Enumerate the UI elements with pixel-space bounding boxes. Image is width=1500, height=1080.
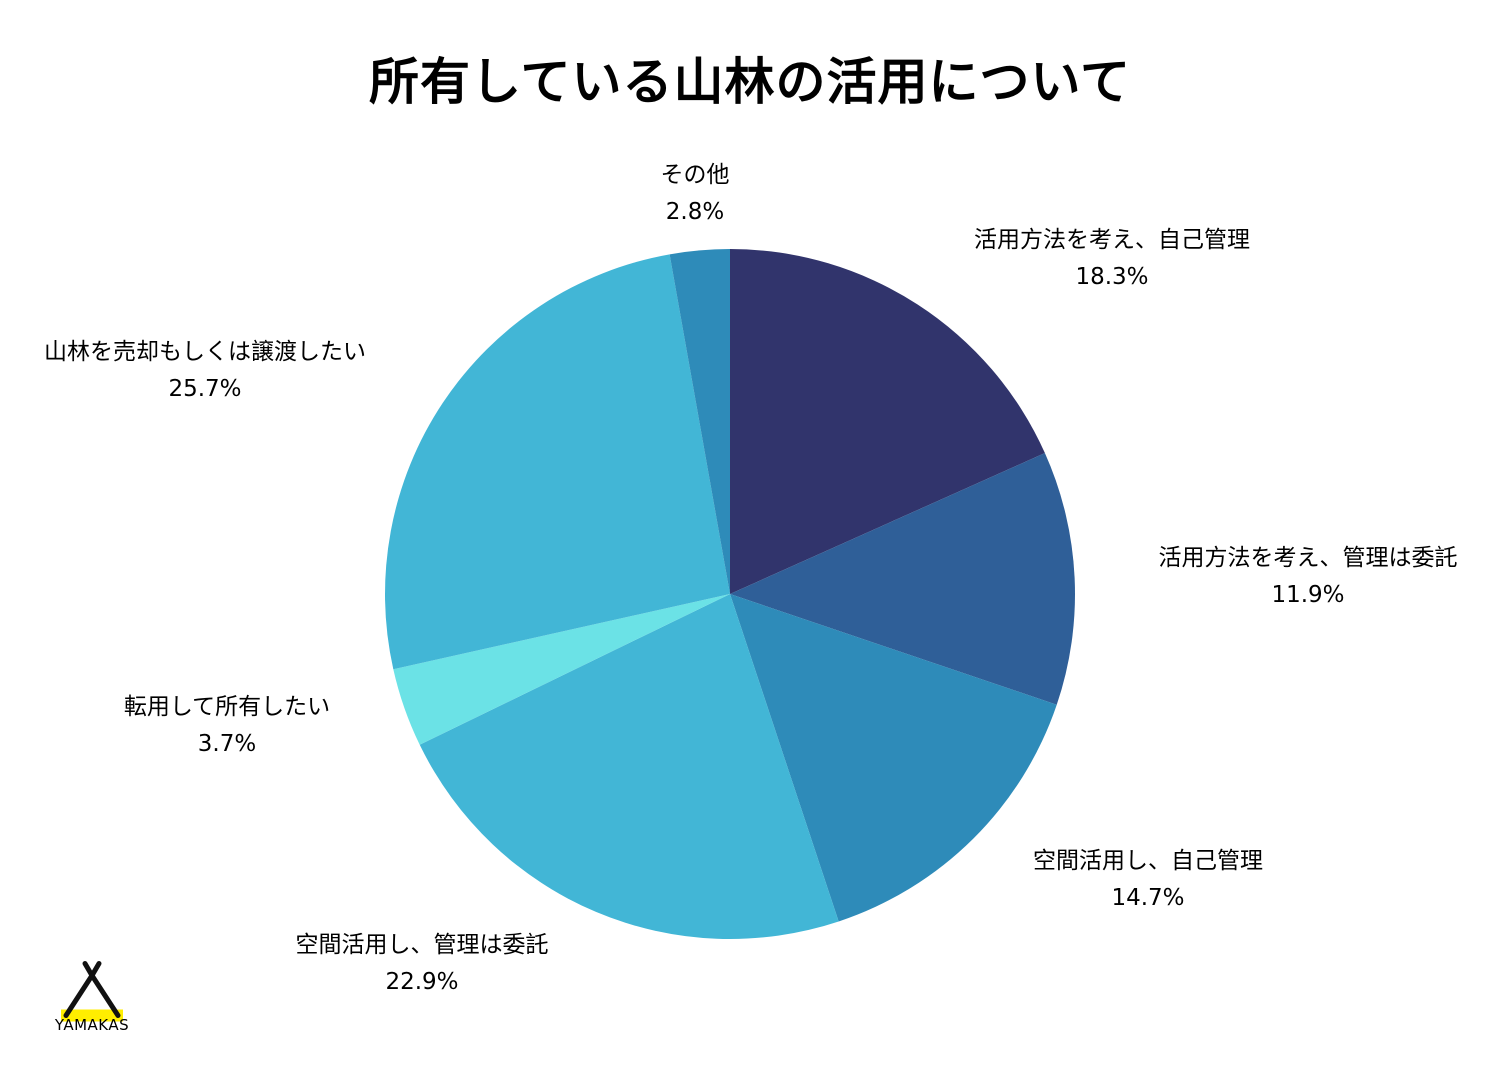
chart-title: 所有している山林の活用について	[369, 53, 1131, 111]
pie-slice-0	[730, 249, 1045, 594]
slice-name: 山林を売却もしくは譲渡したい	[44, 339, 366, 365]
pie-slice-2	[730, 594, 1057, 922]
slice-label-3: 空間活用し、管理は委託 22.9%	[296, 927, 549, 1001]
pie-slice-4	[393, 594, 730, 745]
slice-value: 18.3%	[1075, 264, 1149, 290]
slice-label-2: 空間活用し、自己管理 14.7%	[1033, 843, 1263, 917]
slice-label-6: その他 2.8%	[661, 157, 730, 231]
slice-name: その他	[660, 162, 730, 188]
slice-value: 2.8%	[665, 199, 725, 225]
pie-slice-1	[730, 453, 1076, 705]
slice-label-0: 活用方法を考え、自己管理 18.3%	[974, 222, 1250, 296]
slice-name: 空間活用し、自己管理	[1033, 848, 1263, 874]
slice-name: 活用方法を考え、管理は委託	[1158, 545, 1458, 571]
pie-slice-6	[669, 249, 730, 594]
pie-slice-5	[385, 254, 730, 670]
slice-value: 3.7%	[197, 731, 257, 757]
slice-value: 25.7%	[168, 376, 242, 402]
slice-name: 空間活用し、管理は委託	[295, 932, 549, 958]
slice-label-5: 山林を売却もしくは譲渡したい 25.7%	[44, 334, 366, 408]
pie-slice-3	[419, 594, 839, 939]
slice-label-1: 活用方法を考え、管理は委託 11.9%	[1159, 540, 1458, 614]
slice-name: 転用して所有したい	[123, 694, 331, 720]
slice-value: 14.7%	[1111, 885, 1185, 911]
slice-value: 11.9%	[1271, 582, 1345, 608]
slice-label-4: 転用して所有したい 3.7%	[124, 689, 330, 763]
slice-name: 活用方法を考え、自己管理	[974, 227, 1250, 253]
slice-value: 22.9%	[385, 969, 459, 995]
logo-text: YAMAKAS	[54, 1016, 130, 1034]
yamakas-logo-icon	[61, 961, 123, 1022]
